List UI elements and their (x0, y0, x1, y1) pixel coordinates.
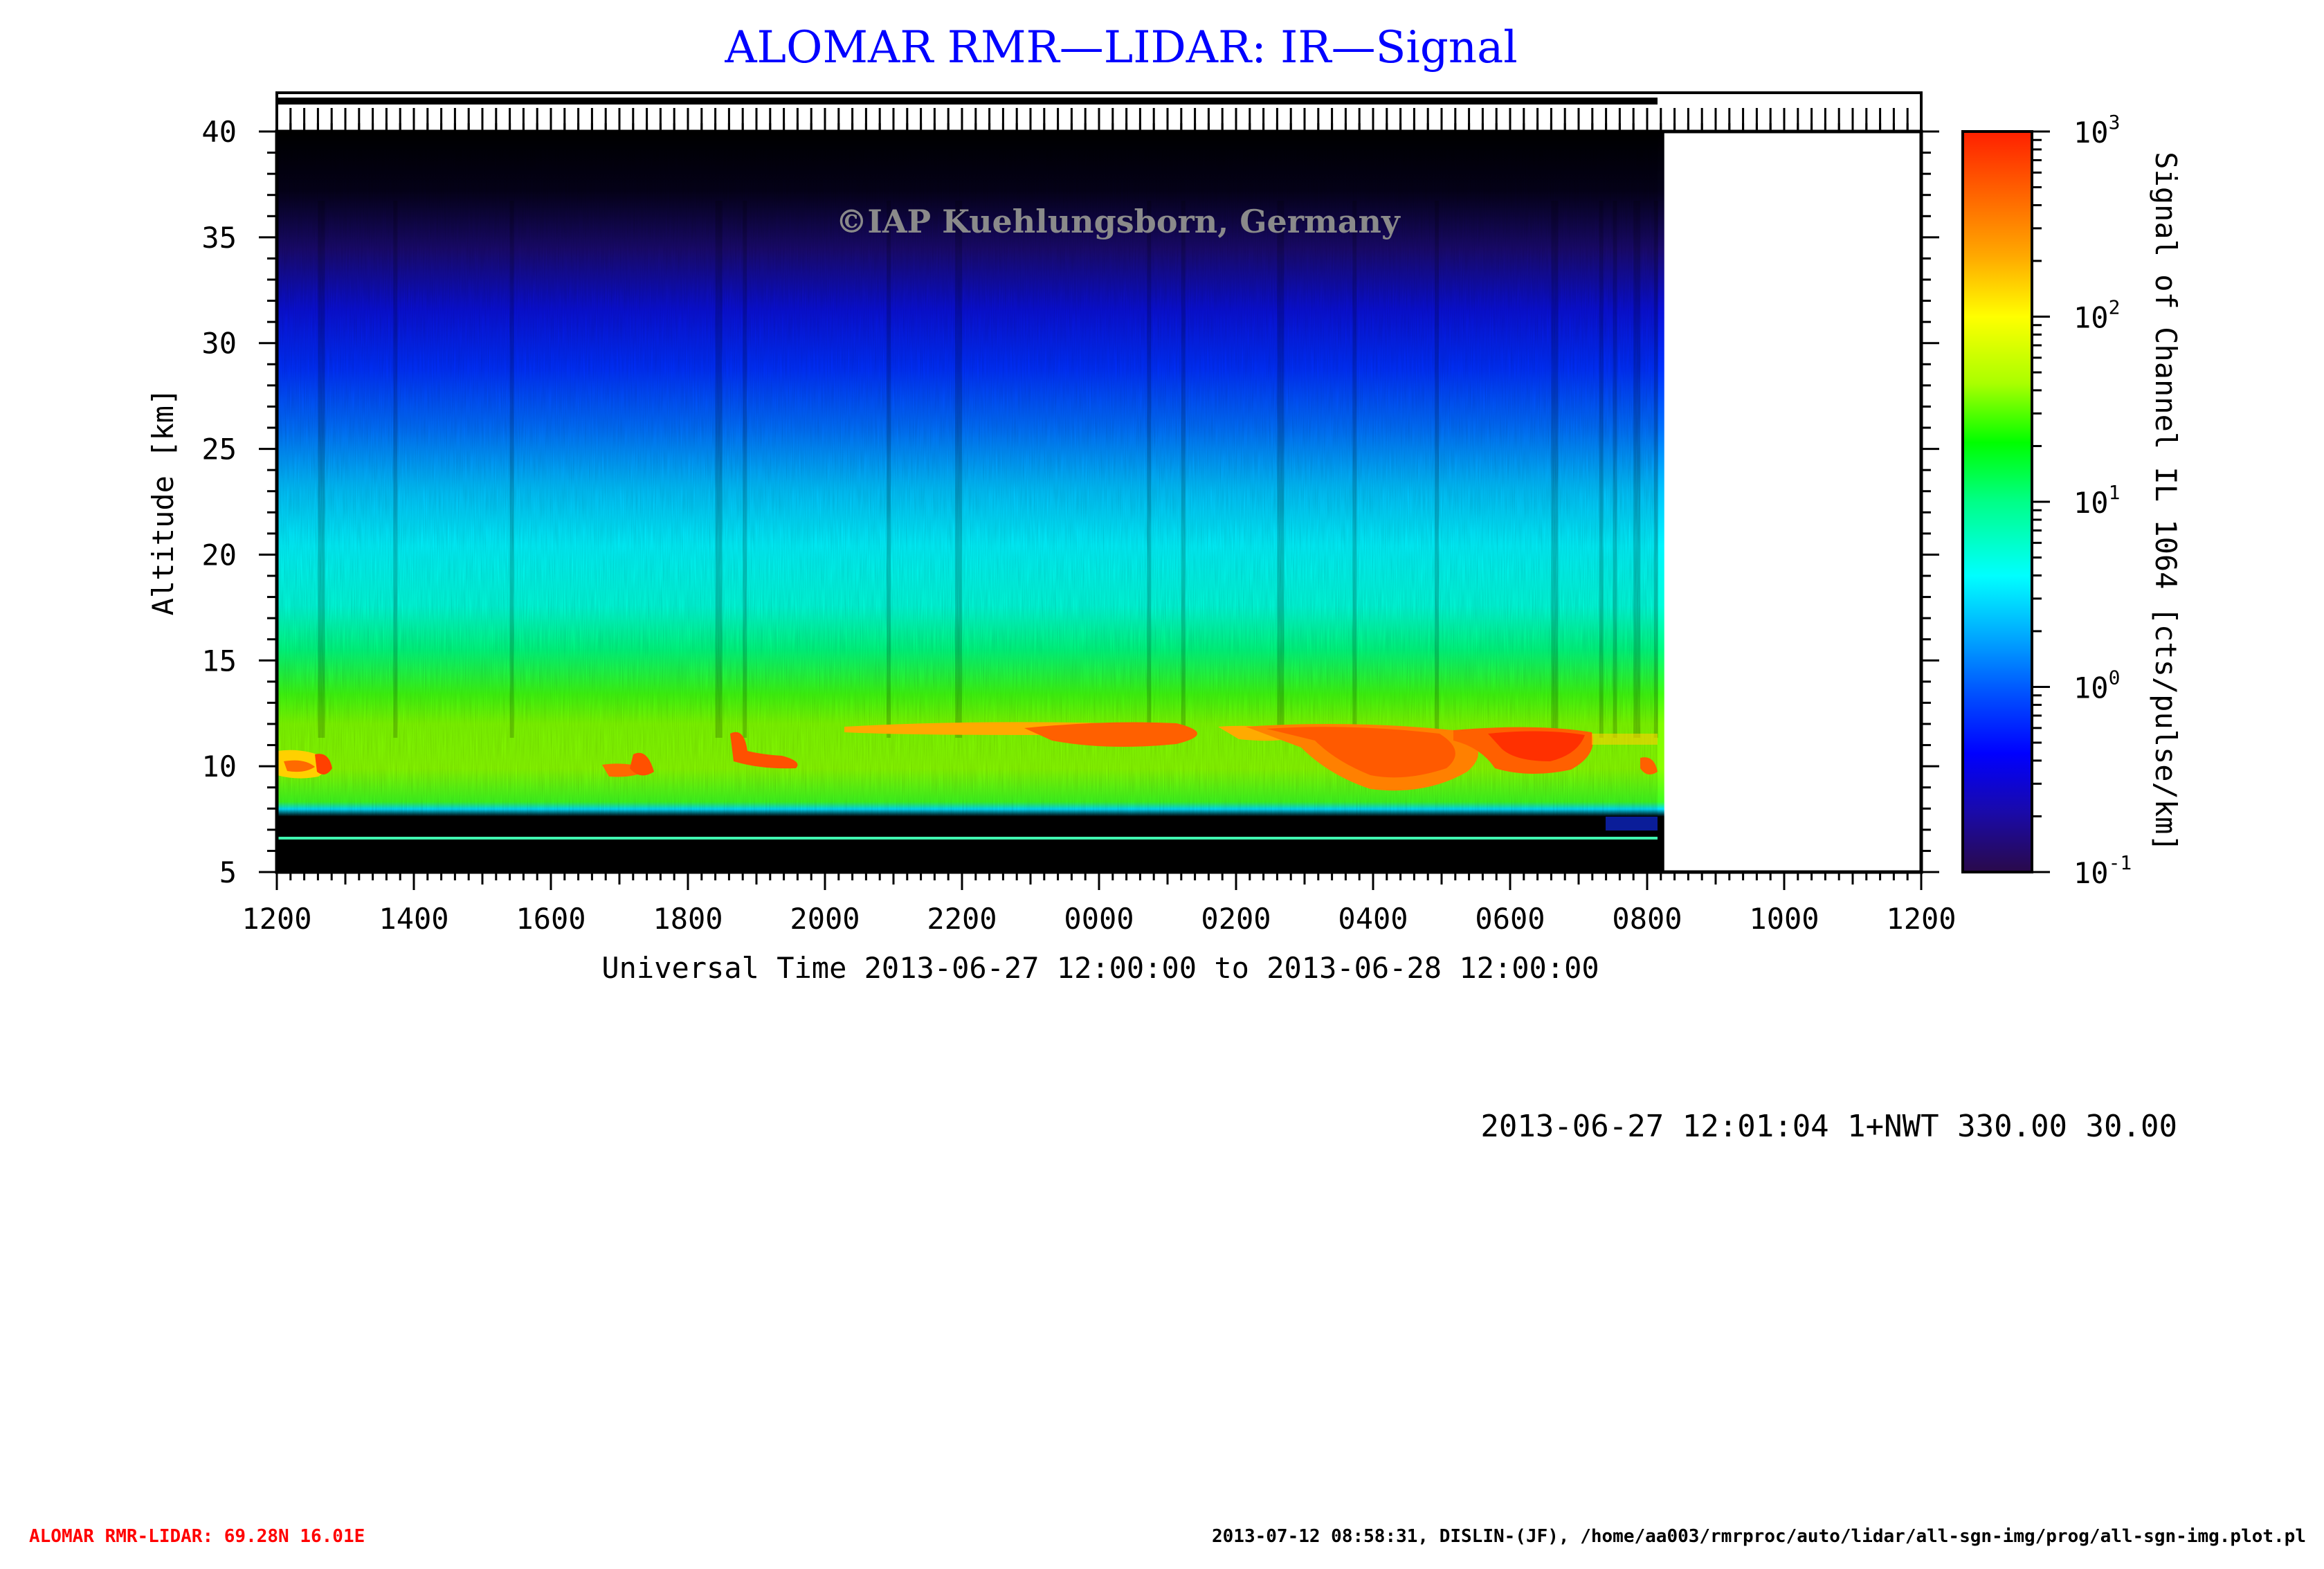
colorbar-ticks: 10-1 100 101 102 103 (2032, 111, 2132, 890)
cloud-layer (277, 722, 1658, 791)
x-tick-label: 0600 (1475, 902, 1545, 936)
x-axis: 1200 1400 1600 1800 2000 2200 0000 0200 0400 0600… (242, 114, 1957, 936)
info-line: 2013-06-27 12:01:04 1+NWT 330.00 30.00 (1480, 1109, 2177, 1144)
colorbar-title: Signal of Channel IL 1064 [cts/pulse/km] (2149, 152, 2183, 851)
y-axis: 5 10 15 20 25 30 35 40 (201, 115, 1939, 889)
x-tick-label: 1000 (1749, 902, 1819, 936)
x-tick-label: 0000 (1064, 902, 1134, 936)
footer-location: ALOMAR RMR-LIDAR: 69.28N 16.01E (29, 1526, 365, 1547)
y-tick-label: 35 (201, 221, 237, 255)
x-tick-label: 1200 (1886, 902, 1956, 936)
x-tick-label: 0800 (1612, 902, 1682, 936)
y-tick-label: 5 (219, 855, 237, 889)
plot-area: ©IAP Kuehlungsborn, Germany (275, 129, 1923, 874)
x-tick-label: 2000 (790, 902, 860, 936)
y-tick-label: 10 (201, 750, 237, 783)
colorbar-tick-label: 103 (2073, 111, 2120, 149)
colorbar-tick-label: 100 (2073, 666, 2120, 705)
colorbar-tick-label: 102 (2073, 296, 2120, 335)
y-tick-label: 20 (201, 538, 237, 572)
colorbar-tick-label: 101 (2073, 481, 2120, 520)
y-tick-label: 25 (201, 433, 237, 466)
colorbar-tick-label: 10-1 (2073, 851, 2132, 890)
y-axis-title: Altitude [km] (146, 388, 180, 616)
x-axis-title: Universal Time 2013-06-27 12:00:00 to 20… (601, 951, 1599, 985)
x-tick-label: 1600 (516, 902, 585, 936)
colorbar: 10-1 100 101 102 103 Signal of Channel IL 10… (1961, 111, 2183, 890)
x-tick-label: 1200 (242, 902, 311, 936)
x-tick-label: 0400 (1338, 902, 1408, 936)
y-tick-label: 30 (201, 327, 237, 361)
x-tick-label: 1400 (379, 902, 448, 936)
footer-processing-info: 2013-07-12 08:58:31, DISLIN-(JF), /home/… (1212, 1526, 2306, 1547)
y-tick-label: 15 (201, 644, 237, 678)
x-tick-label: 1800 (653, 902, 723, 936)
chart-title: ALOMAR RMR—LIDAR: IR—Signal (724, 22, 1517, 73)
x-tick-label: 0200 (1201, 902, 1271, 936)
y-tick-label: 40 (201, 115, 237, 149)
x-tick-label: 2200 (927, 902, 997, 936)
copyright-annotation: ©IAP Kuehlungsborn, Germany (835, 203, 1401, 240)
